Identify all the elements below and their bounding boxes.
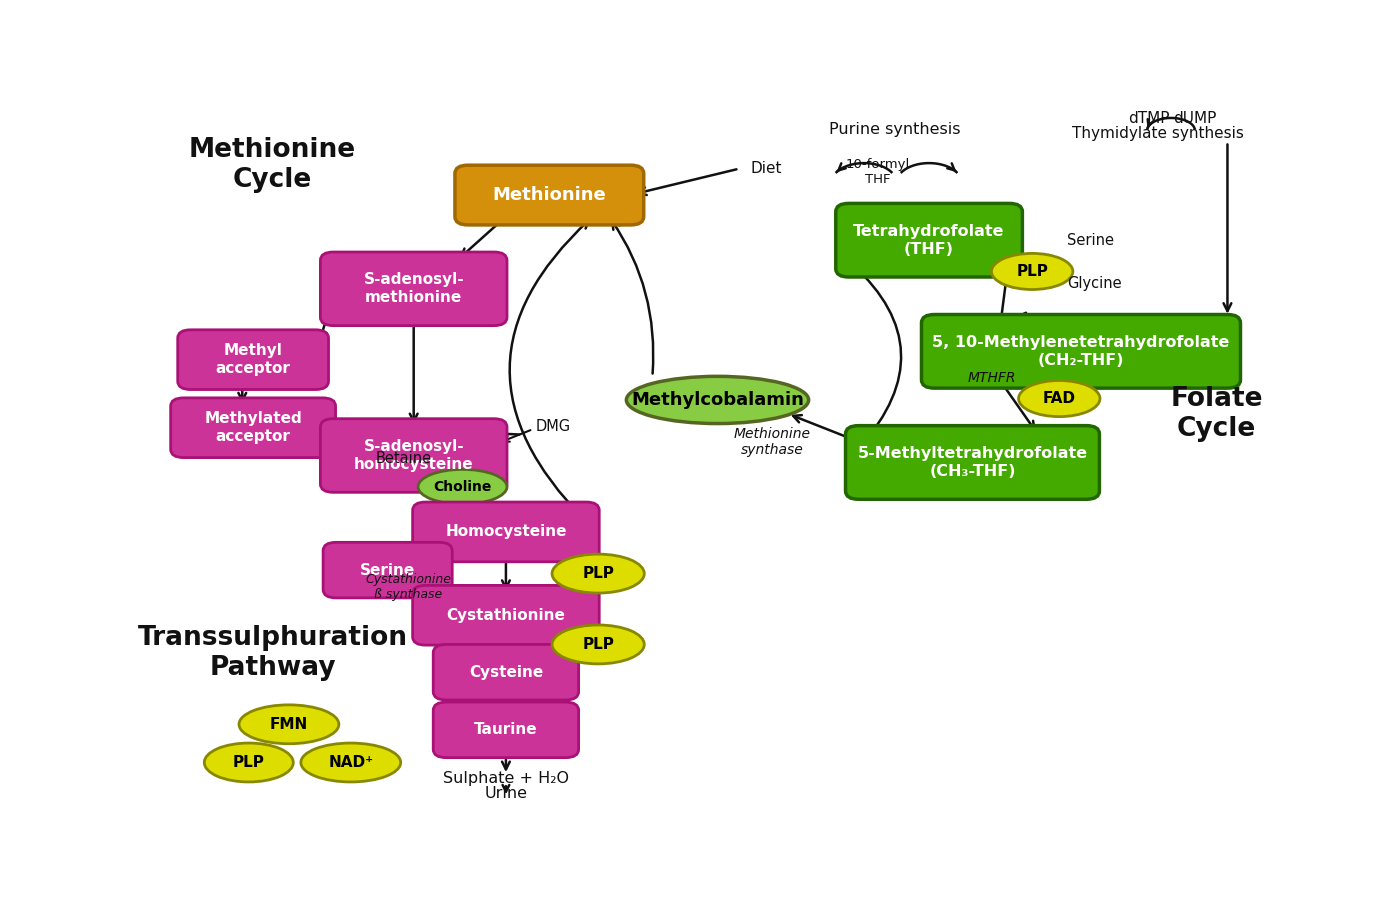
Text: Methylated
acceptor: Methylated acceptor	[204, 411, 302, 444]
FancyBboxPatch shape	[433, 702, 578, 758]
Text: Taurine: Taurine	[475, 723, 538, 737]
Ellipse shape	[552, 554, 644, 593]
Text: Methyl
acceptor: Methyl acceptor	[216, 343, 291, 376]
Text: Homocysteine: Homocysteine	[445, 524, 567, 539]
Ellipse shape	[991, 253, 1072, 290]
Text: Betaine: Betaine	[377, 452, 433, 466]
Text: Methionine
Cycle: Methionine Cycle	[189, 137, 356, 193]
Ellipse shape	[1019, 381, 1100, 417]
Text: Purine synthesis: Purine synthesis	[829, 122, 960, 136]
Text: Serine: Serine	[360, 563, 416, 577]
Text: FMN: FMN	[270, 717, 308, 732]
FancyBboxPatch shape	[921, 315, 1240, 388]
FancyBboxPatch shape	[433, 644, 578, 700]
FancyBboxPatch shape	[321, 252, 507, 326]
Text: 5, 10-Methylenetetrahydrofolate
(CH₂-THF): 5, 10-Methylenetetrahydrofolate (CH₂-THF…	[932, 335, 1229, 368]
Text: Methionine: Methionine	[493, 186, 606, 204]
Text: Urine: Urine	[484, 786, 528, 801]
FancyBboxPatch shape	[178, 330, 329, 390]
Text: Cystathionine: Cystathionine	[447, 608, 566, 622]
FancyBboxPatch shape	[321, 419, 507, 492]
Text: Methionine
synthase: Methionine synthase	[734, 427, 811, 456]
FancyBboxPatch shape	[846, 426, 1099, 500]
Text: 10-formyl
THF: 10-formyl THF	[846, 158, 910, 186]
Text: DMG: DMG	[535, 419, 570, 434]
Text: S-adenosyl-
methionine: S-adenosyl- methionine	[364, 272, 463, 305]
Ellipse shape	[204, 743, 293, 782]
Text: PLP: PLP	[232, 755, 265, 770]
Text: NAD⁺: NAD⁺	[328, 755, 374, 770]
FancyBboxPatch shape	[413, 502, 599, 562]
FancyBboxPatch shape	[455, 165, 644, 225]
Text: MTHFR: MTHFR	[967, 371, 1016, 385]
Text: Thymidylate synthesis: Thymidylate synthesis	[1072, 126, 1243, 142]
Ellipse shape	[552, 625, 644, 664]
Text: PLP: PLP	[582, 637, 615, 652]
Text: FAD: FAD	[1043, 391, 1075, 406]
Text: Glycine: Glycine	[1067, 276, 1121, 290]
FancyBboxPatch shape	[413, 585, 599, 645]
Ellipse shape	[301, 743, 400, 782]
FancyBboxPatch shape	[836, 203, 1022, 277]
Text: Transsulphuration
Pathway: Transsulphuration Pathway	[137, 625, 407, 681]
FancyBboxPatch shape	[323, 542, 452, 598]
Text: dUMP: dUMP	[1173, 111, 1217, 126]
Text: Folate
Cycle: Folate Cycle	[1170, 386, 1263, 442]
Text: S-adenosyl-
homocysteine: S-adenosyl- homocysteine	[354, 439, 473, 472]
Text: Sulphate + H₂O: Sulphate + H₂O	[442, 771, 568, 786]
Text: PLP: PLP	[582, 566, 615, 581]
Text: Serine: Serine	[1067, 233, 1114, 248]
Text: Methylcobalamin: Methylcobalamin	[631, 391, 804, 409]
FancyBboxPatch shape	[171, 398, 336, 457]
Text: PLP: PLP	[1016, 264, 1049, 279]
Ellipse shape	[239, 704, 339, 744]
Text: 5-Methyltetrahydrofolate
(CH₃-THF): 5-Methyltetrahydrofolate (CH₃-THF)	[857, 446, 1088, 479]
Text: dTMP: dTMP	[1128, 111, 1170, 126]
Text: Choline: Choline	[434, 480, 491, 493]
Ellipse shape	[626, 376, 809, 424]
Ellipse shape	[419, 469, 507, 504]
Text: Cysteine: Cysteine	[469, 665, 543, 680]
Text: Cystathionine
ß synthase: Cystathionine ß synthase	[365, 574, 451, 602]
Text: Tetrahydrofolate
(THF): Tetrahydrofolate (THF)	[854, 224, 1005, 257]
Text: Diet: Diet	[750, 161, 781, 176]
